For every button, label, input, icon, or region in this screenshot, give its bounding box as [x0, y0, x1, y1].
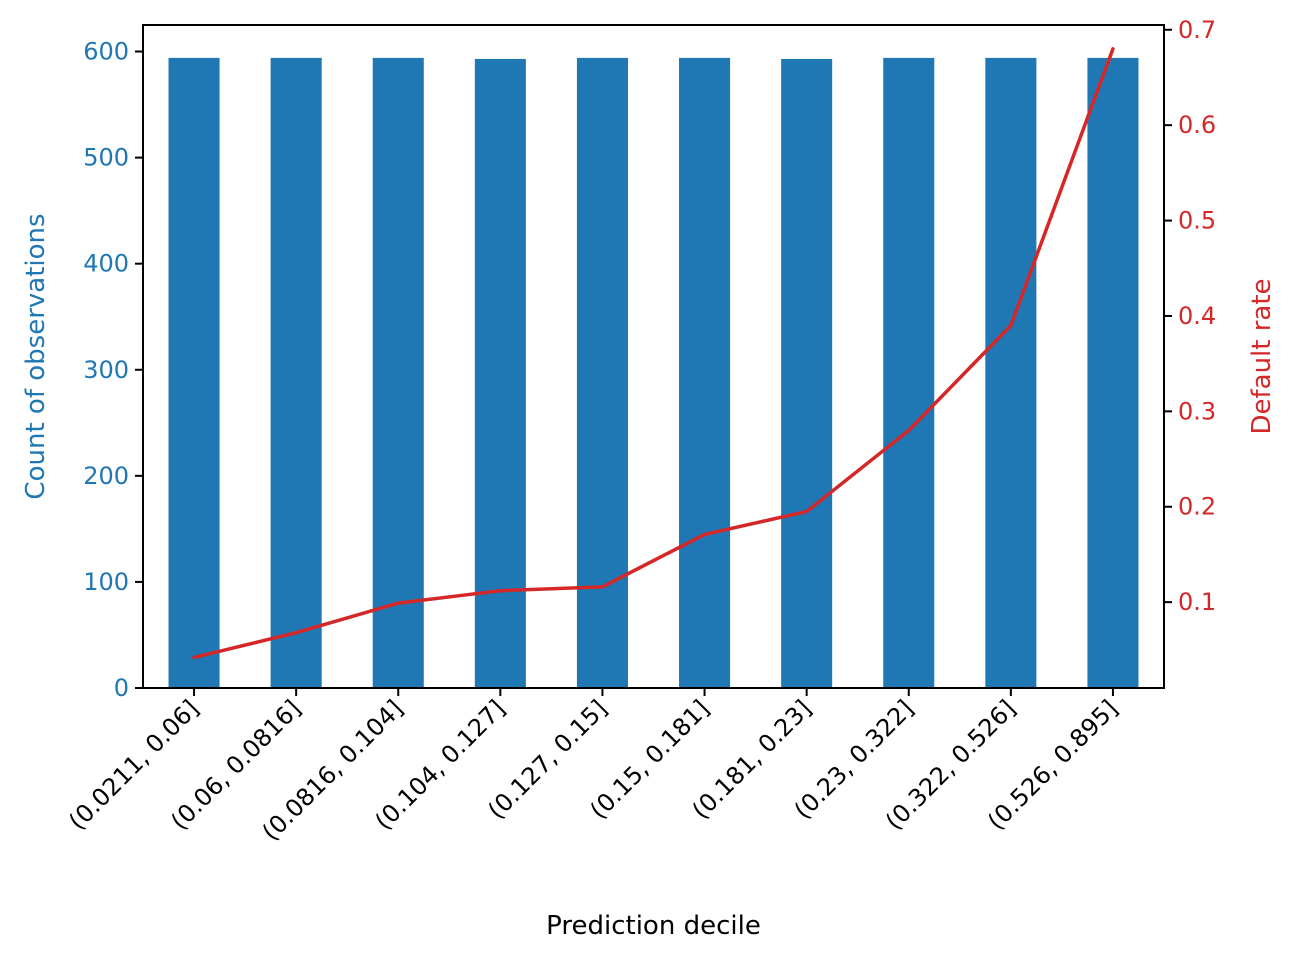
bars-group: [168, 57, 1139, 688]
right-axis-ticks: 0.1 0.2 0.3 0.4 0.5 0.6 0.7: [1164, 16, 1216, 616]
bar: [372, 57, 424, 688]
line-group: [192, 47, 1115, 660]
bar: [883, 57, 935, 688]
left-tick-label: 300: [83, 356, 129, 384]
bar: [781, 58, 833, 688]
right-tick-label: 0.3: [1178, 397, 1216, 425]
left-tick-label: 100: [83, 568, 129, 596]
plot-frame: [142, 24, 1165, 689]
bar: [679, 57, 731, 688]
bar: [270, 57, 322, 688]
bar: [985, 57, 1037, 688]
x-axis-label: Prediction decile: [546, 911, 761, 941]
bar: [576, 57, 628, 688]
right-tick-label: 0.6: [1178, 111, 1216, 139]
left-axis-ticks: 0 100 200 300 400 500 600: [83, 38, 143, 702]
x-axis-ticks: (0.0211, 0.06](0.06, 0.0816](0.0816, 0.1…: [63, 688, 1123, 846]
left-tick-label: 500: [83, 144, 129, 172]
bar: [168, 57, 220, 688]
left-tick-label: 600: [83, 38, 129, 66]
bar: [1087, 57, 1139, 688]
right-axis-label: Default rate: [1247, 278, 1277, 434]
left-tick-label: 0: [114, 674, 129, 702]
left-axis-label: Count of observations: [21, 213, 51, 499]
default-rate-line: [192, 47, 1115, 660]
left-tick-label: 400: [83, 250, 129, 278]
right-tick-label: 0.1: [1178, 588, 1216, 616]
right-tick-label: 0.5: [1178, 207, 1216, 235]
right-tick-label: 0.4: [1178, 302, 1216, 330]
left-tick-label: 200: [83, 462, 129, 490]
right-tick-label: 0.7: [1178, 16, 1216, 44]
right-tick-label: 0.2: [1178, 493, 1216, 521]
bar: [474, 58, 526, 688]
